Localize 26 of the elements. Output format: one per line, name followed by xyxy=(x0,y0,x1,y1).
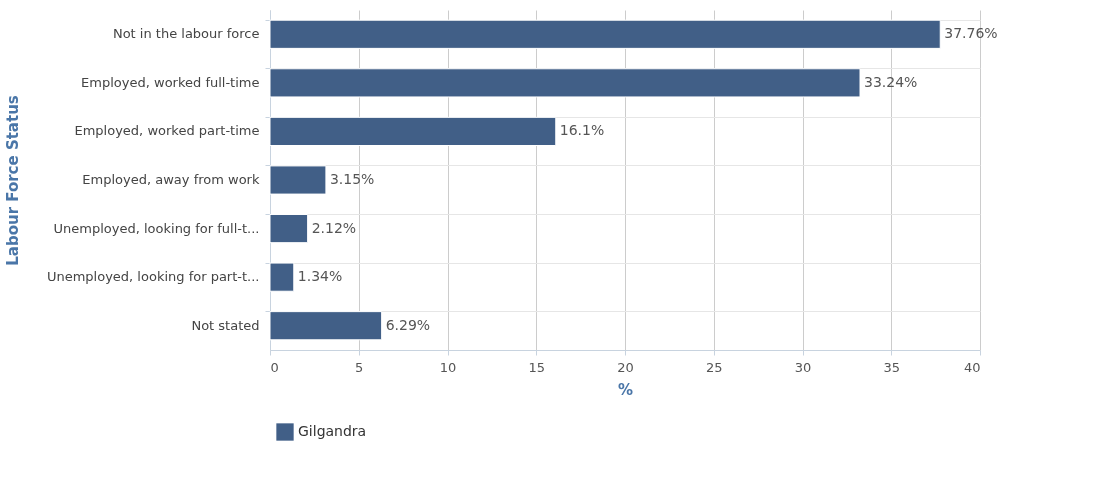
x-tick-label: 35 xyxy=(883,359,901,375)
data-label: 2.12% xyxy=(311,219,357,236)
y-axis-title: Labour Force Status xyxy=(3,95,22,266)
x-tick-label: 25 xyxy=(705,359,723,375)
legend-label: Gilgandra xyxy=(298,423,367,439)
data-label: 1.34% xyxy=(297,268,343,285)
y-tick-label: Employed, worked full-time xyxy=(81,74,260,90)
y-tick-label: Employed, away from work xyxy=(82,172,260,187)
x-tick-label: 20 xyxy=(617,359,634,375)
x-tick-label: 5 xyxy=(355,359,364,375)
data-label: 6.29% xyxy=(385,316,431,333)
x-tick-label: 15 xyxy=(528,359,546,375)
x-tick-label: 10 xyxy=(439,359,457,375)
data-label: 33.24% xyxy=(864,73,918,90)
data-label: 3.15% xyxy=(329,171,375,187)
data-label: 16.1% xyxy=(559,122,605,139)
y-tick-label: Unemployed, looking for full-t... xyxy=(53,220,260,236)
y-tick-label: Employed, worked part-time xyxy=(74,123,260,139)
y-tick-label: Not in the labour force xyxy=(112,26,260,42)
x-tick-label: 0 xyxy=(270,359,279,375)
x-tick-label: 30 xyxy=(794,359,812,375)
y-tick-label: Unemployed, looking for part-t... xyxy=(46,269,260,285)
x-tick-label: 40 xyxy=(963,359,981,375)
x-axis-title: % xyxy=(617,380,634,399)
y-tick-label: Not stated xyxy=(191,317,260,333)
data-label: 37.76% xyxy=(944,25,998,42)
